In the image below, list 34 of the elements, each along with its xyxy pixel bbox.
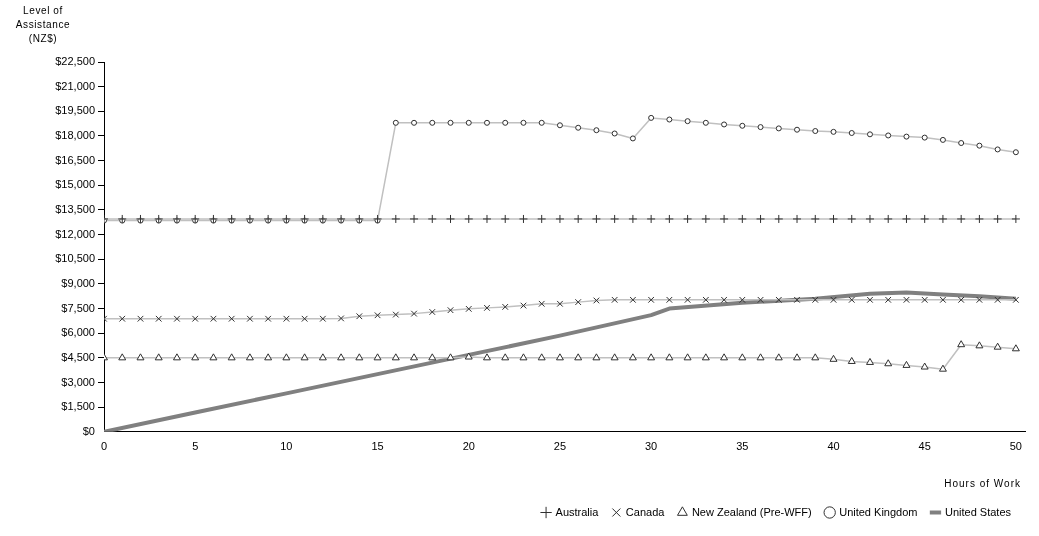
y-tick-label: $10,500 [55,252,95,265]
x-tick-label: 5 [192,440,199,453]
y-tick-label: $3,000 [61,375,95,388]
y-tick-label: $19,500 [55,104,95,117]
x-tick-label: 45 [918,440,931,453]
legend-label: United Kingdom [839,505,918,518]
y-tick-label: $22,500 [55,55,95,68]
x-tick-label: 35 [736,440,749,453]
y-axis-title: Level of Assistance (NZ$) [14,4,72,46]
x-axis-title: Hours of Work [944,478,1021,489]
legend-label: Canada [625,505,666,518]
y-tick-label: $0 [82,424,95,437]
y-tick-label: $6,000 [61,326,95,339]
x-tick-label: 25 [553,440,567,453]
y-tick-label: $4,500 [61,350,95,363]
y-tick-label: $12,000 [55,227,95,240]
x-tick-label: 0 [100,440,108,453]
y-tick-label: $21,000 [55,79,95,92]
x-tick-label: 20 [462,440,475,453]
x-tick-label: 50 [1009,440,1023,453]
y-tick-label: $13,500 [55,202,95,215]
x-tick-label: 15 [371,440,384,453]
x-tick-label: 30 [645,440,658,453]
x-tick-label: 10 [280,440,293,453]
y-tick-label: $9,000 [61,276,95,289]
legend-label: United States [944,505,1012,518]
y-tick-label: $18,000 [55,128,95,141]
y-tick-label: $1,500 [61,400,95,413]
x-tick-label: 40 [827,440,840,453]
y-tick-label: $7,500 [61,301,95,314]
y-tick-label: $15,000 [55,178,95,191]
legend-label: New Zealand (Pre-WFF) [691,505,812,518]
legend-label: Australia [555,505,600,518]
y-tick-label: $16,500 [55,153,95,166]
